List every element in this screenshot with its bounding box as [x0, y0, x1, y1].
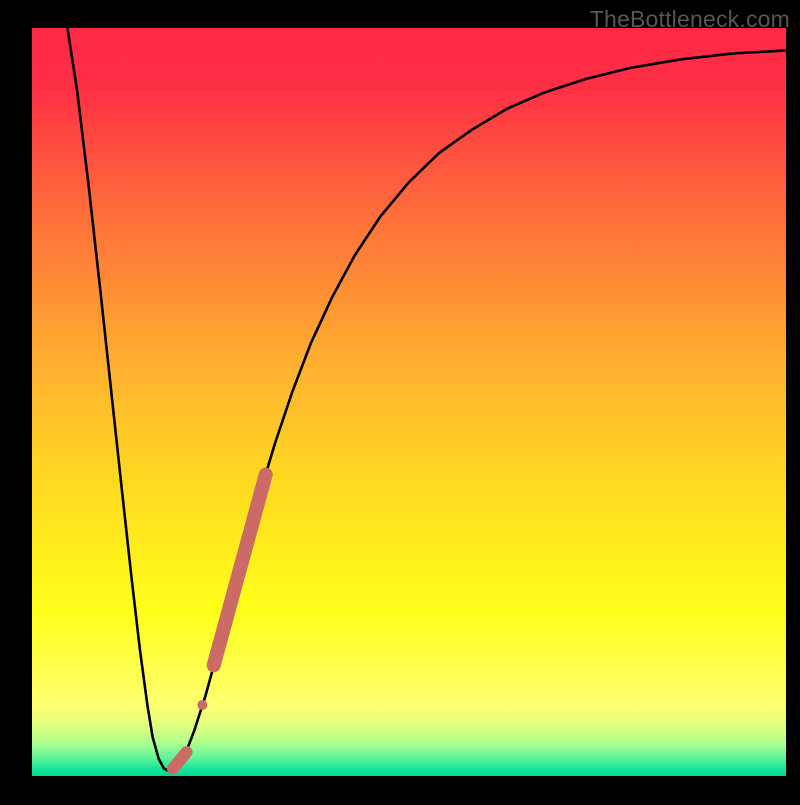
watermark-text: TheBottleneck.com	[590, 6, 790, 33]
chart-frame: TheBottleneck.com	[0, 0, 800, 800]
gradient-background	[32, 28, 786, 776]
bottleneck-chart	[0, 0, 800, 800]
